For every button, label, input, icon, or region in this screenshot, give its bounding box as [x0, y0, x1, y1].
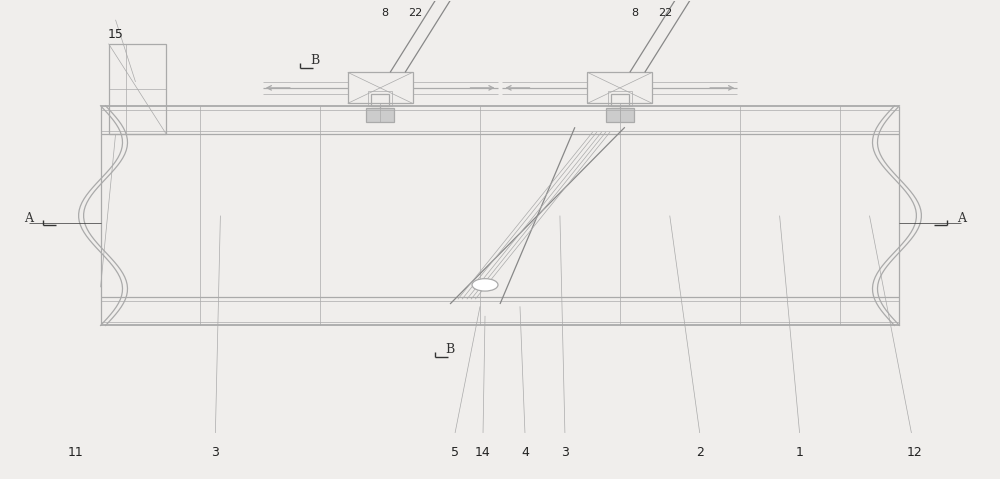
Text: 1: 1	[796, 445, 804, 458]
Text: B: B	[445, 343, 455, 356]
Circle shape	[472, 279, 498, 291]
Text: 12: 12	[907, 445, 922, 458]
Bar	[587, 72, 652, 103]
Text: 8: 8	[631, 8, 638, 18]
Text: 3: 3	[211, 445, 219, 458]
Text: 11: 11	[68, 445, 83, 458]
Bar	[611, 94, 629, 106]
Text: 3: 3	[561, 445, 569, 458]
Bar	[109, 44, 166, 135]
Text: B: B	[311, 54, 320, 67]
Text: 4: 4	[521, 445, 529, 458]
Bar	[371, 94, 389, 106]
Text: 15: 15	[108, 28, 123, 41]
Text: 2: 2	[696, 445, 704, 458]
Text: A: A	[24, 212, 33, 225]
Bar	[368, 91, 392, 106]
Bar	[608, 91, 632, 106]
Text: 22: 22	[408, 8, 422, 18]
Bar	[366, 108, 394, 122]
Text: 5: 5	[451, 445, 459, 458]
Bar	[606, 108, 634, 122]
Text: A: A	[957, 212, 966, 225]
Bar	[348, 72, 413, 103]
Text: 8: 8	[382, 8, 389, 18]
Text: 14: 14	[475, 445, 491, 458]
Text: 22: 22	[658, 8, 672, 18]
